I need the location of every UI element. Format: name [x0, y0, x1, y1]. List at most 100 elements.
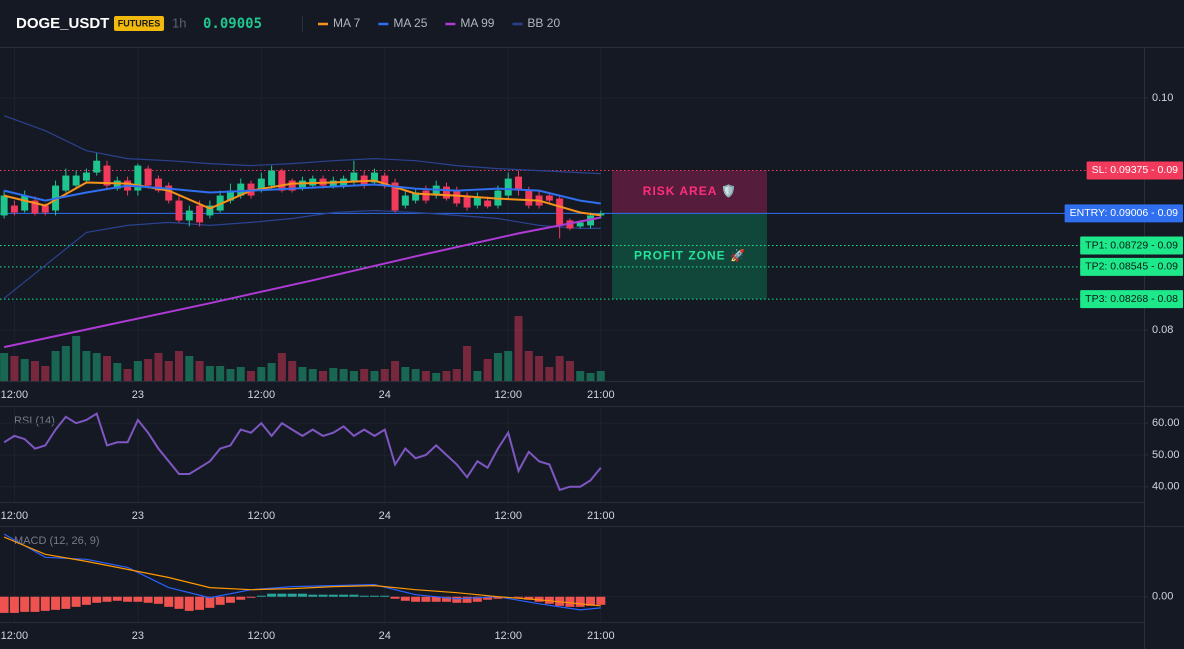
macd-line	[3, 533, 601, 611]
macd-histogram-bar	[452, 596, 462, 603]
macd-histogram-bar	[400, 596, 410, 601]
volume-bar	[277, 353, 286, 381]
macd-histogram-bar	[164, 596, 174, 607]
macd-histogram-bar	[483, 596, 493, 600]
macd-line	[3, 536, 601, 607]
candle-body	[31, 200, 39, 214]
x-tick-label: 12:00	[494, 510, 522, 522]
volume-bar	[473, 371, 482, 381]
zone	[612, 213, 767, 300]
candle-body	[175, 200, 183, 221]
x-tick-label: 24	[379, 510, 391, 522]
volume-bar	[41, 366, 50, 381]
volume-bar	[524, 351, 533, 381]
macd-histogram-bar	[318, 594, 328, 597]
candle-body	[463, 196, 471, 208]
macd-histogram-bar	[441, 596, 451, 602]
x-tick-label: 23	[132, 630, 144, 642]
legend-label: MA 25	[393, 16, 427, 30]
x-tick-label: 12:00	[494, 389, 522, 401]
macd-histogram-bar	[565, 596, 575, 607]
x-tick-label: 12:00	[248, 389, 276, 401]
candle-body	[268, 170, 276, 186]
candle-body	[350, 172, 358, 183]
volume-bar	[298, 367, 307, 381]
candle-body	[484, 200, 492, 207]
volume-bar	[82, 351, 91, 381]
macd-histogram-bar	[123, 596, 133, 602]
volume-bar	[20, 359, 29, 381]
x-tick-label: 21:00	[587, 389, 615, 401]
candle-body	[442, 186, 450, 199]
candle-body	[237, 183, 245, 196]
volume-bar	[226, 369, 235, 381]
volume-bar	[432, 373, 441, 381]
macd-histogram-bar	[267, 593, 277, 597]
volume-bar	[144, 359, 153, 381]
candle-body	[41, 205, 49, 213]
level-label-bg	[1080, 257, 1183, 276]
macd-histogram-bar	[586, 596, 596, 606]
y-tick-label: 0.00	[1152, 591, 1173, 603]
candle-body	[329, 180, 337, 187]
macd-histogram-bar	[92, 596, 102, 603]
volume-bar	[30, 361, 39, 381]
candle-body	[278, 170, 286, 191]
macd-histogram-bar	[51, 596, 61, 610]
macd-histogram-bar	[112, 596, 122, 601]
macd-histogram-bar	[308, 594, 318, 597]
macd-histogram-bar	[369, 595, 379, 597]
band-line	[3, 209, 601, 299]
volume-bar	[452, 369, 461, 381]
ma-line	[3, 183, 601, 205]
candle-body	[401, 195, 409, 206]
macd-histogram-bar	[225, 596, 235, 603]
level-label-bg	[1080, 290, 1183, 309]
candle-body	[144, 168, 152, 186]
volume-bar	[288, 361, 297, 381]
zone	[612, 170, 767, 214]
candle-body	[288, 180, 296, 191]
ma-line	[3, 216, 601, 349]
volume-bar	[175, 351, 184, 381]
macd-histogram-bar	[184, 596, 194, 611]
level-label: TP3: 0.08268 - 0.08	[1085, 293, 1178, 305]
volume-bar	[216, 366, 225, 381]
candle-body	[0, 195, 8, 216]
candle-body	[422, 190, 430, 201]
volume-bar	[154, 353, 163, 381]
rsi-line	[3, 412, 602, 492]
macd-histogram-bar	[339, 594, 349, 597]
macd-histogram-bar	[277, 593, 287, 597]
candle-body	[504, 178, 512, 196]
volume-bar	[308, 369, 317, 381]
x-tick-label: 23	[132, 389, 144, 401]
candle-body	[391, 182, 399, 211]
volume-bar	[514, 316, 523, 381]
last-price: 0.09005	[203, 16, 262, 32]
volume-bar	[0, 353, 9, 381]
x-tick-label: 24	[379, 630, 391, 642]
candle-body	[196, 205, 204, 223]
y-tick-label: 0.08	[1152, 324, 1173, 336]
x-tick-label: 12:00	[1, 389, 29, 401]
candle-body	[576, 222, 584, 227]
x-tick-label: 12:00	[494, 630, 522, 642]
macd-histogram-bar	[575, 596, 585, 607]
x-tick-label: 23	[132, 510, 144, 522]
volume-bar	[576, 371, 585, 381]
candle-body	[93, 160, 101, 173]
ma-line	[3, 179, 601, 217]
macd-histogram-bar	[71, 596, 81, 607]
candle-body	[185, 210, 193, 221]
level-label-bg	[1080, 236, 1183, 255]
y-tick-label: 40.00	[1152, 481, 1180, 493]
candle-body	[453, 190, 461, 204]
volume-bar	[586, 373, 595, 381]
macd-histogram-bar	[596, 596, 606, 605]
volume-bar	[61, 346, 70, 381]
candle-body	[206, 205, 214, 216]
candle-body	[370, 172, 378, 183]
